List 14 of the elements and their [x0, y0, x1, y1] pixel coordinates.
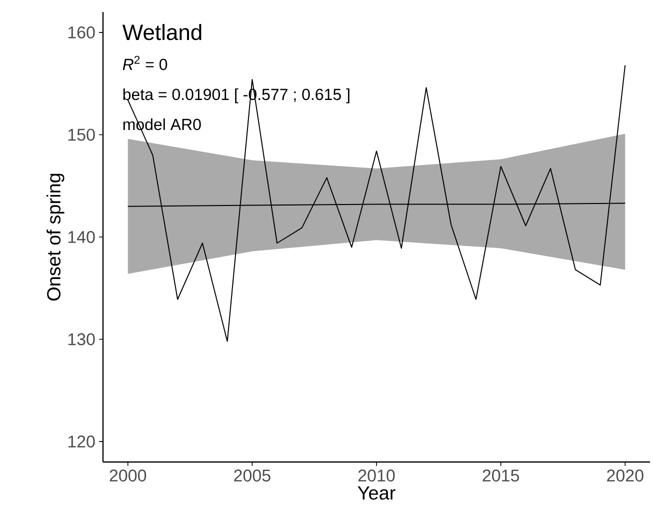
x-tick-label: 2015 — [482, 470, 520, 482]
y-axis-title: Onset of spring — [46, 174, 64, 301]
y-tick-label: 160 — [68, 26, 95, 38]
x-tick-label: 2005 — [234, 470, 270, 482]
y-tick-label: 150 — [68, 128, 95, 141]
annotation: R$^{2}$ = 0 — [122, 56, 168, 70]
x-tick-label: 2010 — [358, 470, 395, 482]
y-tick-label: 140 — [68, 230, 95, 244]
x-tick-label: 2000 — [110, 470, 146, 482]
y-tick-label: 130 — [68, 333, 95, 346]
x-axis-title: Year — [358, 486, 396, 500]
x-tick-label: 2020 — [607, 470, 644, 482]
annotation: Wetland — [122, 24, 202, 40]
y-tick-label: 120 — [68, 436, 95, 448]
